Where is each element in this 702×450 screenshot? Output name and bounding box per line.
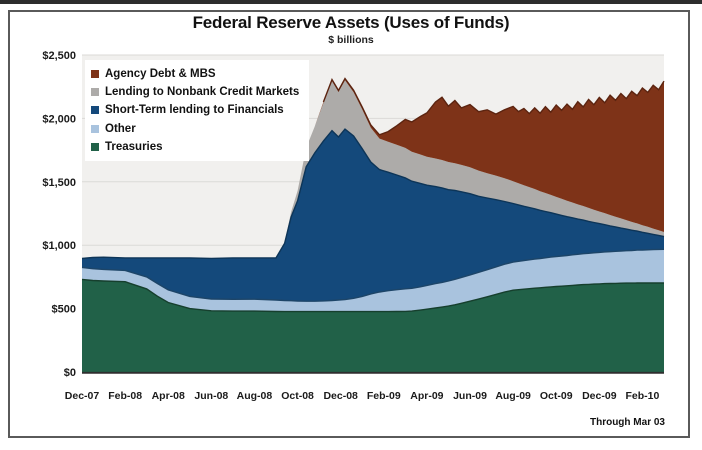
y-tick-label: $2,500 — [42, 50, 76, 62]
x-tick-label: Feb-09 — [367, 390, 401, 402]
legend-item: Other — [91, 120, 299, 138]
x-tick-label: Dec-07 — [65, 390, 100, 402]
legend-label: Agency Debt & MBS — [105, 68, 216, 81]
legend-item: Agency Debt & MBS — [91, 65, 299, 83]
x-tick-label: Feb-08 — [108, 390, 142, 402]
top-edge-strip — [0, 0, 702, 4]
legend: Agency Debt & MBS Lending to Nonbank Cre… — [85, 60, 310, 161]
area-band-other — [82, 249, 664, 312]
legend-swatch — [91, 124, 99, 133]
legend-label: Lending to Nonbank Credit Markets — [105, 86, 300, 99]
chart-title: Federal Reserve Assets (Uses of Funds) — [192, 13, 510, 32]
area-edge-other — [81, 248, 665, 302]
x-tick-label: Dec-08 — [323, 390, 358, 402]
x-tick-label: Aug-09 — [495, 390, 531, 402]
legend-item: Lending to Nonbank Credit Markets — [91, 83, 299, 101]
legend-label: Treasuries — [105, 140, 163, 153]
x-tick-label: Feb-10 — [626, 390, 660, 402]
legend-swatch — [91, 70, 99, 79]
x-tick-label: Jun-08 — [194, 390, 228, 402]
area-edge-treasuries — [81, 278, 664, 313]
x-tick-label: Jun-09 — [453, 390, 487, 402]
legend-item: Treasuries — [91, 138, 299, 156]
footnote: Through Mar 03 — [589, 417, 665, 428]
y-tick-label: $2,000 — [42, 113, 76, 125]
legend-swatch — [91, 106, 99, 115]
x-tick-label: Apr-08 — [152, 390, 185, 402]
legend-label: Short-Term lending to Financials — [105, 104, 284, 117]
area-edge-short-term-lending-to-financials — [81, 128, 665, 260]
x-tick-label: Oct-08 — [281, 390, 314, 402]
x-tick-label: Apr-09 — [410, 390, 443, 402]
area-edge-agency-debt-mbs — [322, 77, 665, 136]
legend-swatch — [91, 142, 99, 151]
y-tick-label: $0 — [64, 367, 76, 379]
area-band-treasuries — [82, 279, 664, 372]
x-tick-label: Oct-09 — [540, 390, 573, 402]
y-tick-label: $500 — [52, 304, 76, 316]
area-band-agency-debt-mbs — [82, 78, 664, 259]
x-tick-label: Aug-08 — [237, 390, 273, 402]
legend-swatch — [91, 88, 99, 97]
legend-item: Short-Term lending to Financials — [91, 101, 299, 119]
chart-subtitle: $ billions — [328, 34, 374, 46]
y-tick-label: $1,500 — [42, 177, 76, 189]
y-tick-label: $1,000 — [42, 240, 76, 252]
x-tick-label: Dec-09 — [582, 390, 617, 402]
legend-label: Other — [105, 122, 136, 135]
